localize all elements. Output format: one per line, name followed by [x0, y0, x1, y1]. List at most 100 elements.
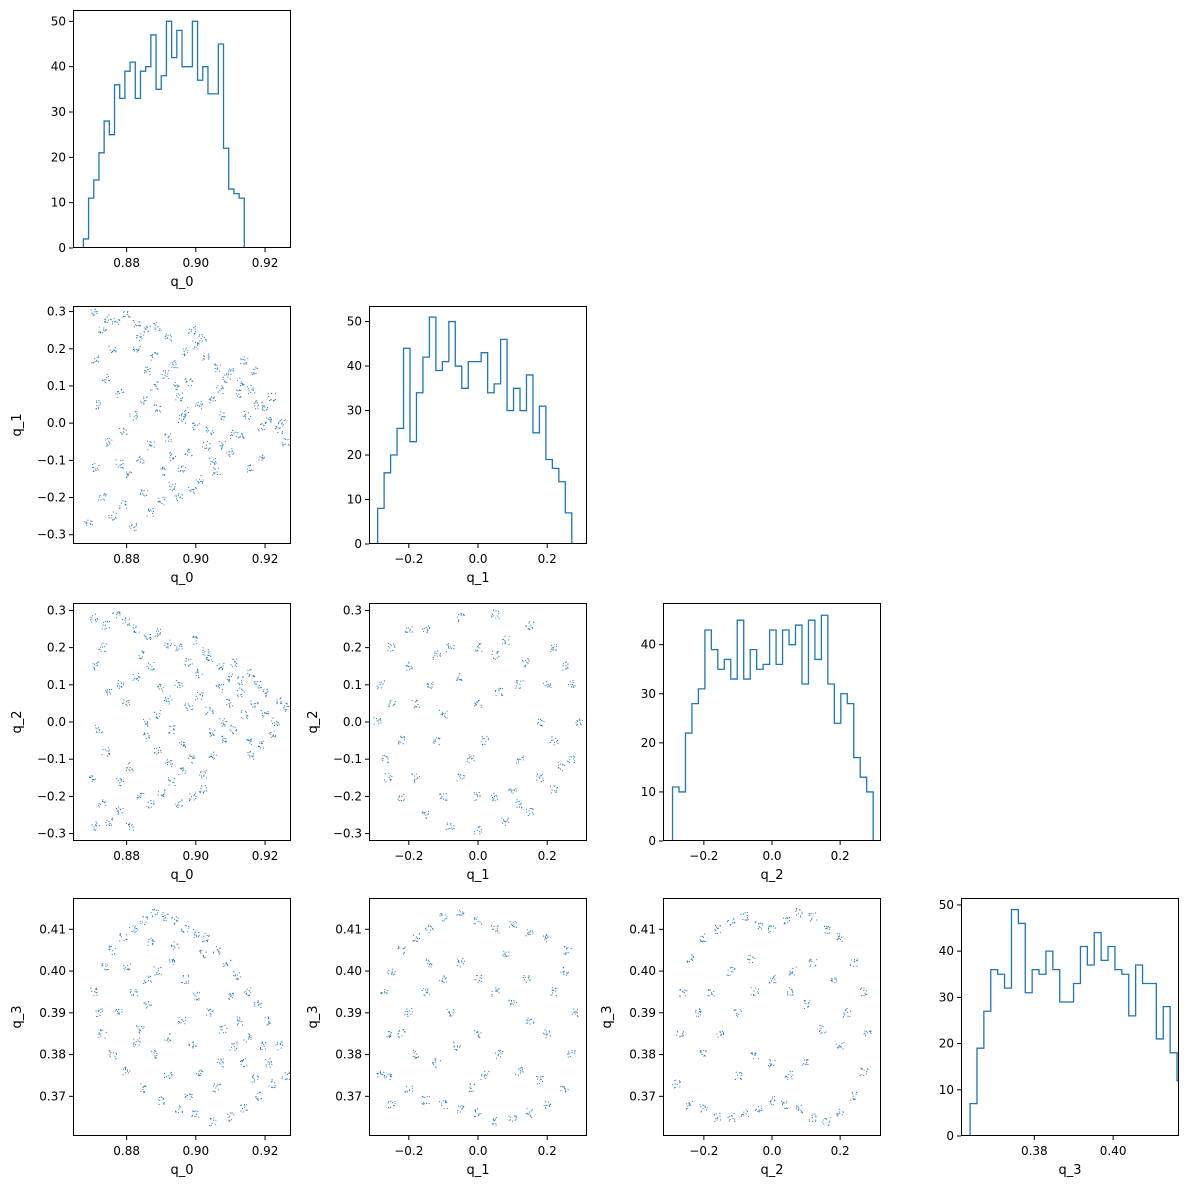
- scatter-point: [386, 993, 388, 995]
- scatter-point: [202, 652, 204, 654]
- scatter-point: [463, 960, 465, 962]
- y-tick-label: 0.37: [335, 1089, 362, 1103]
- scatter-point: [197, 481, 199, 483]
- scatter-point: [526, 1019, 528, 1021]
- scatter-point: [198, 1074, 200, 1076]
- scatter-point: [774, 927, 776, 929]
- scatter-point: [194, 757, 196, 759]
- scatter-point: [455, 1049, 457, 1051]
- scatter-point: [555, 995, 557, 997]
- scatter-point: [244, 359, 246, 361]
- scatter-point: [163, 475, 165, 477]
- scatter-point: [241, 1021, 243, 1023]
- scatter-point: [440, 793, 442, 795]
- scatter-point: [475, 918, 477, 920]
- scatter-point: [212, 660, 214, 662]
- scatter-point: [191, 385, 193, 387]
- scatter-point: [187, 982, 189, 984]
- scatter-point: [224, 963, 226, 965]
- scatter-point: [124, 967, 126, 969]
- x-tick-label: −0.2: [394, 849, 423, 863]
- scatter-point: [163, 918, 165, 920]
- scatter-point: [236, 694, 238, 696]
- scatter-point: [409, 631, 411, 633]
- scatter-point: [98, 326, 100, 328]
- scatter-point: [163, 504, 165, 506]
- scatter-point: [257, 745, 259, 747]
- scatter-point: [474, 1115, 476, 1117]
- scatter-point: [95, 825, 97, 827]
- scatter-point: [267, 393, 269, 395]
- scatter-point: [217, 685, 219, 687]
- scatter-point: [135, 988, 137, 990]
- scatter-point: [709, 989, 711, 991]
- scatter-point: [739, 1009, 741, 1011]
- scatter-point: [248, 1037, 250, 1039]
- scatter-point: [162, 474, 164, 476]
- scatter-point: [228, 997, 230, 999]
- scatter-point: [107, 621, 109, 623]
- scatter-point: [150, 800, 152, 802]
- scatter-point: [443, 982, 445, 984]
- scatter-point: [551, 648, 553, 650]
- scatter-point: [189, 663, 191, 665]
- scatter-point: [473, 918, 475, 920]
- scatter-point: [140, 336, 142, 338]
- scatter-point: [203, 935, 205, 937]
- scatter-point: [104, 1037, 106, 1039]
- scatter-point: [190, 329, 192, 331]
- scatter-point: [156, 1055, 158, 1057]
- scatter-point: [193, 327, 195, 329]
- scatter-point: [815, 1119, 817, 1121]
- scatter-point: [127, 968, 129, 970]
- scatter-point: [107, 445, 109, 447]
- scatter-point: [532, 932, 534, 934]
- scatter-point: [139, 336, 141, 338]
- scatter-point: [117, 1013, 119, 1015]
- scatter-point: [209, 732, 211, 734]
- scatter-point: [202, 941, 204, 943]
- scatter-point: [179, 742, 181, 744]
- scatter-point: [225, 740, 227, 742]
- scatter-point: [201, 334, 203, 336]
- scatter-point: [508, 955, 510, 957]
- scatter-point: [202, 359, 204, 361]
- scatter-point: [217, 391, 219, 393]
- scatter-point: [129, 766, 131, 768]
- scatter-point: [142, 494, 144, 496]
- scatter-point: [91, 615, 93, 617]
- scatter-point: [203, 771, 205, 773]
- scatter-point: [235, 978, 237, 980]
- scatter-point: [545, 1108, 547, 1110]
- scatter-point: [219, 370, 221, 372]
- scatter-point: [847, 1011, 849, 1013]
- scatter-point: [258, 430, 260, 432]
- scatter-point: [106, 377, 108, 378]
- scatter-point: [155, 635, 157, 637]
- scatter-point: [159, 328, 161, 330]
- scatter-point: [444, 1101, 446, 1103]
- scatter-point: [279, 1042, 281, 1044]
- scatter-point: [181, 982, 183, 984]
- scatter-point: [153, 908, 155, 910]
- scatter-point: [460, 774, 462, 776]
- scatter-point: [422, 628, 424, 630]
- scatter-point: [91, 362, 93, 364]
- scatter-point: [479, 643, 481, 645]
- scatter-point: [129, 824, 131, 826]
- scatter-point: [184, 353, 186, 355]
- scatter-point: [181, 398, 183, 400]
- scatter-point: [576, 1015, 578, 1017]
- scatter-point: [257, 1076, 259, 1078]
- scatter-point: [425, 817, 427, 819]
- scatter-point: [131, 824, 133, 826]
- scatter-point: [181, 805, 183, 807]
- scatter-point: [531, 808, 533, 810]
- scatter-point: [867, 1068, 869, 1070]
- scatter-point: [174, 495, 176, 497]
- scatter-point: [406, 631, 408, 633]
- scatter-point: [266, 417, 268, 419]
- scatter-point: [180, 767, 182, 769]
- scatter-point: [192, 491, 194, 493]
- scatter-point: [128, 823, 130, 825]
